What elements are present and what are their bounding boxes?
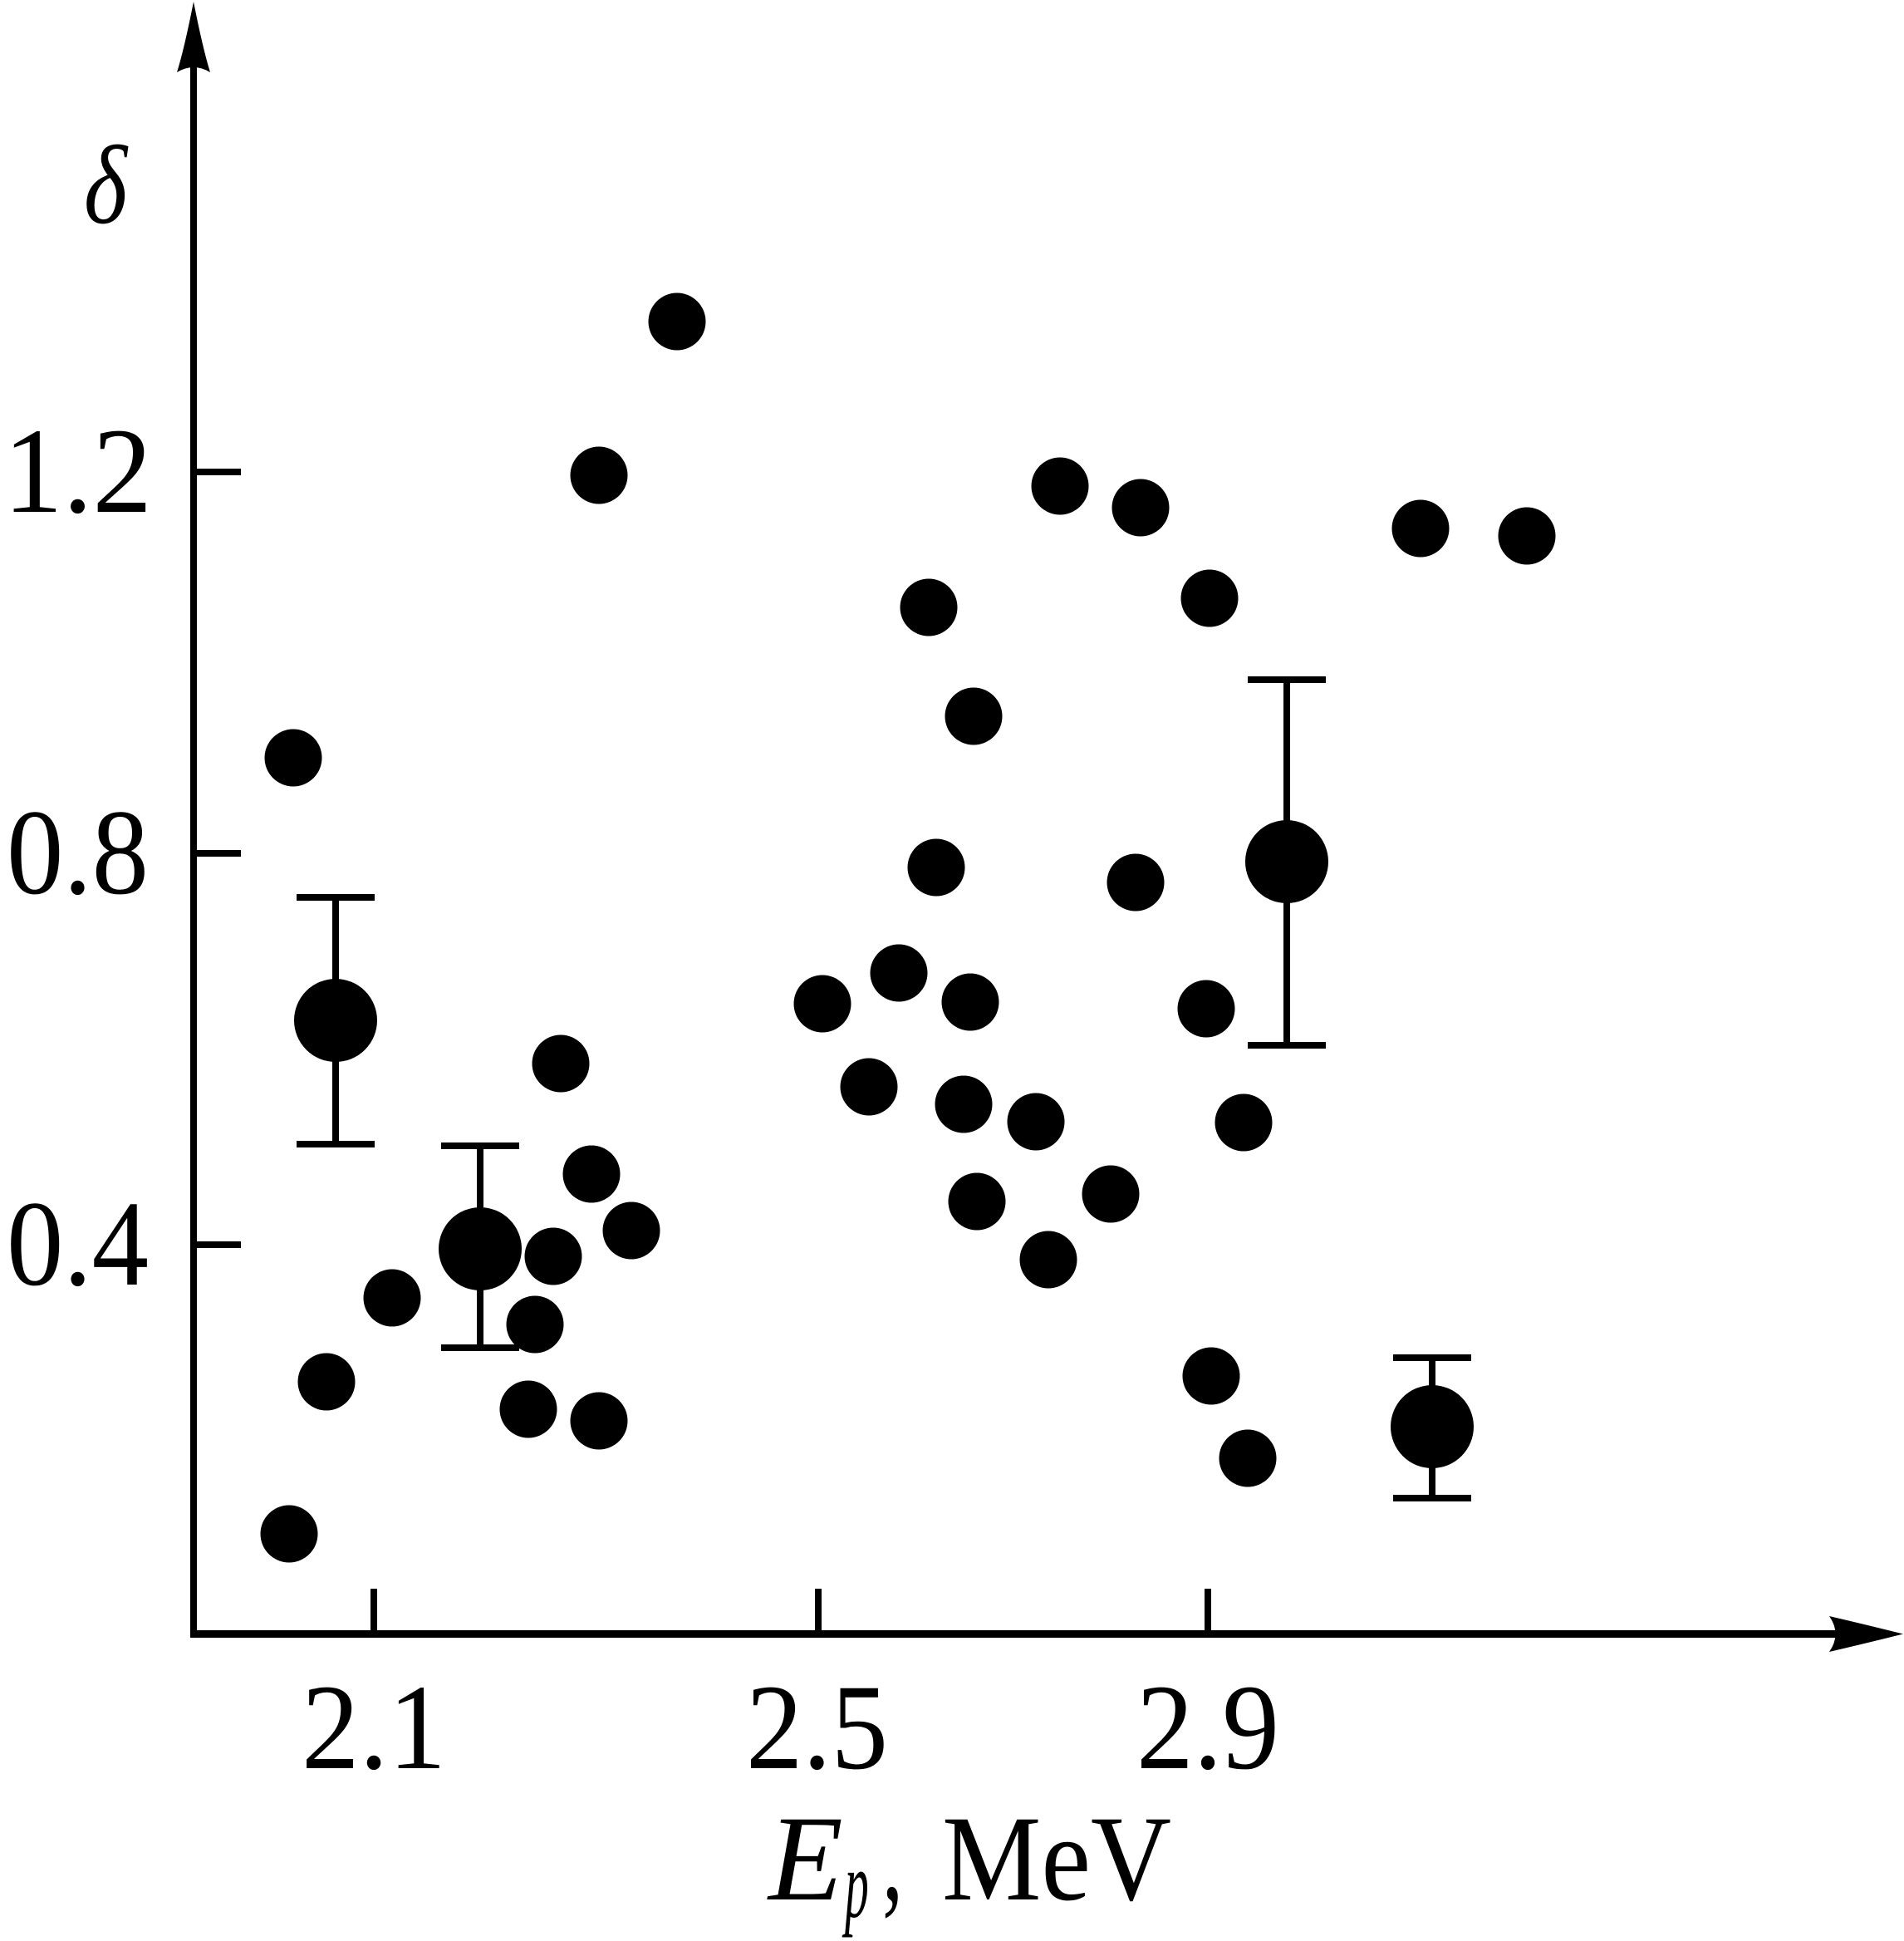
- svg-text:p: p: [842, 1832, 869, 1939]
- svg-text:δ: δ: [84, 124, 129, 248]
- svg-text:1.2: 1.2: [3, 403, 152, 538]
- svg-text:2.1: 2.1: [302, 1659, 446, 1795]
- svg-text:MeV: MeV: [942, 1791, 1171, 1926]
- svg-text:0.8: 0.8: [7, 784, 149, 920]
- svg-text:2.9: 2.9: [1136, 1659, 1279, 1795]
- svg-text:E: E: [767, 1791, 843, 1926]
- svg-text:,: ,: [882, 1791, 903, 1927]
- svg-text:0.4: 0.4: [7, 1176, 149, 1311]
- svg-text:2.5: 2.5: [746, 1659, 888, 1795]
